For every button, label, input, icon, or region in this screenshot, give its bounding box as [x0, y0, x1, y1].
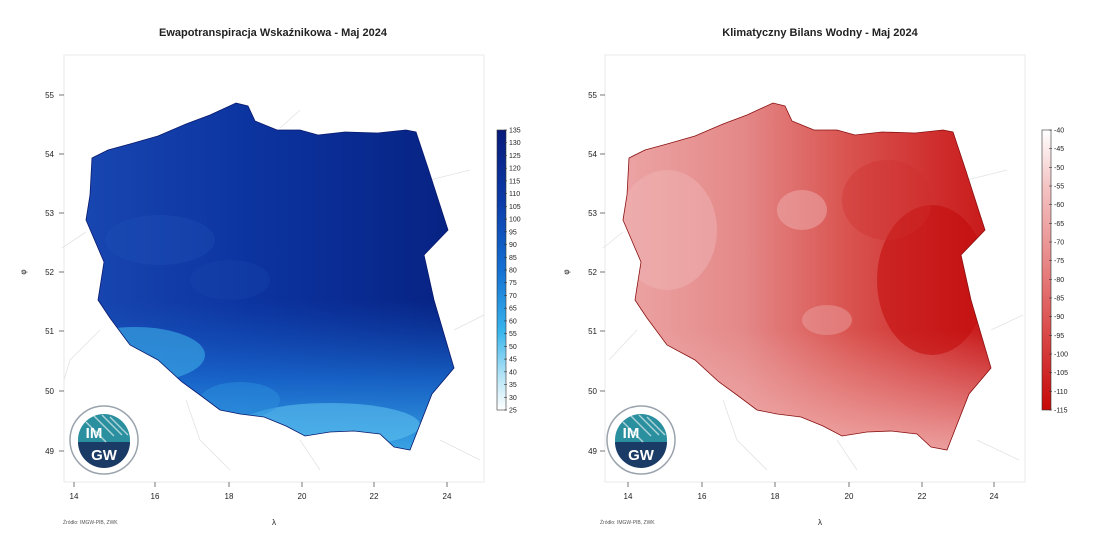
legend-label: 95 — [509, 229, 517, 236]
x-tick-label: 16 — [151, 492, 160, 501]
poland-border — [85, 102, 455, 451]
y-tick-label: 51 — [45, 327, 54, 336]
legend-label: 55 — [509, 331, 517, 338]
legend-label: -70 — [1054, 240, 1064, 247]
axis-ticks — [600, 94, 995, 487]
legend-label: 135 — [509, 128, 521, 135]
x-tick-label: 22 — [370, 492, 379, 501]
y-tick-label: 52 — [588, 268, 597, 277]
y-tick-label: 53 — [45, 209, 54, 218]
legend-label: -115 — [1054, 408, 1068, 415]
x-tick-label: 18 — [771, 492, 780, 501]
source-note: Źródło: IMGW-PIB, ZWK — [600, 520, 655, 526]
logo-text-top: IM — [86, 425, 103, 442]
legend-label: 25 — [509, 408, 517, 415]
water-balance-panel: Klimatyczny Bilans Wodny - Maj 2024 — [557, 0, 1114, 539]
legend-label: -45 — [1054, 146, 1064, 153]
legend-label: 80 — [509, 268, 517, 275]
y-tick-label: 50 — [45, 387, 54, 396]
legend-label: -75 — [1054, 258, 1064, 265]
legend-label: 40 — [509, 369, 517, 376]
x-tick-label: 20 — [845, 492, 854, 501]
logo-text-top: IM — [623, 425, 640, 442]
legend-label: -110 — [1054, 389, 1068, 396]
x-tick-label: 18 — [225, 492, 234, 501]
legend-label: 60 — [509, 318, 517, 325]
legend-label: -85 — [1054, 296, 1064, 303]
legend-label: -80 — [1054, 277, 1064, 284]
legend-label: 35 — [509, 382, 517, 389]
source-note: Źródło: IMGW-PIB, ZWK — [63, 520, 118, 526]
x-tick-label: 24 — [990, 492, 999, 501]
legend-label: 100 — [509, 217, 521, 224]
legend-label: -50 — [1054, 165, 1064, 172]
y-tick-label: 54 — [588, 150, 597, 159]
legend-label: 45 — [509, 357, 517, 364]
y-axis-label: φ — [562, 269, 571, 274]
y-tick-label: 54 — [45, 150, 54, 159]
map-title: Ewapotranspiracja Wskaźnikowa - Maj 2024 — [158, 27, 388, 39]
x-axis-label: λ — [818, 518, 822, 527]
legend-label: 120 — [509, 166, 521, 173]
legend-label: 90 — [509, 242, 517, 249]
legend-label: 130 — [509, 140, 521, 147]
x-tick-label: 24 — [443, 492, 452, 501]
y-tick-label: 55 — [588, 91, 597, 100]
evapotranspiration-map: 14 16 18 20 22 24 55 54 53 52 51 50 49 λ… — [19, 54, 521, 527]
x-axis-label: λ — [272, 518, 276, 527]
poland-water-balance-fill — [623, 103, 991, 450]
y-tick-label: 53 — [588, 209, 597, 218]
legend-label: -95 — [1054, 333, 1064, 340]
legend-label: -40 — [1054, 128, 1064, 135]
logo-text-bottom: GW — [628, 447, 655, 464]
legend-label: 115 — [509, 178, 520, 185]
y-axis-label: φ — [19, 269, 28, 274]
x-tick-label: 16 — [698, 492, 707, 501]
y-tick-label: 52 — [45, 268, 54, 277]
imgw-logo: IM GW — [69, 405, 139, 475]
plot-frame — [604, 54, 1026, 483]
x-tick-label: 14 — [70, 492, 79, 501]
x-tick-label: 20 — [298, 492, 307, 501]
legend-label: 50 — [509, 344, 517, 351]
legend-label: 65 — [509, 306, 517, 313]
y-tick-label: 49 — [588, 447, 597, 456]
water-balance-map: 14 16 18 20 22 24 55 54 53 52 51 50 49 λ… — [562, 54, 1068, 527]
map-title: Klimatyczny Bilans Wodny - Maj 2024 — [722, 27, 918, 39]
legend-label: 85 — [509, 255, 517, 262]
logo-text-bottom: GW — [91, 447, 118, 464]
y-tick-label: 49 — [45, 447, 54, 456]
poland-border — [622, 102, 992, 451]
legend-label: 30 — [509, 395, 517, 402]
legend-label: 125 — [509, 153, 521, 160]
evapotranspiration-panel: Ewapotranspiracja Wskaźnikowa - Maj 2024 — [0, 0, 557, 539]
y-tick-label: 50 — [588, 387, 597, 396]
legend-label: 70 — [509, 293, 517, 300]
x-tick-label: 22 — [918, 492, 927, 501]
legend-label: -55 — [1054, 184, 1064, 191]
legend-label: -60 — [1054, 202, 1064, 209]
legend-colorbar — [1041, 129, 1052, 411]
legend-label: -65 — [1054, 221, 1064, 228]
legend-label: 110 — [509, 191, 520, 198]
y-tick-label: 55 — [45, 91, 54, 100]
legend-label: -100 — [1054, 352, 1068, 359]
legend-label: -105 — [1054, 370, 1068, 377]
y-tick-label: 51 — [588, 327, 597, 336]
neighbour-borders — [602, 169, 1024, 471]
neighbour-borders — [61, 109, 485, 471]
legend-label: -90 — [1054, 314, 1064, 321]
legend-label: 105 — [509, 204, 521, 211]
x-tick-label: 14 — [624, 492, 633, 501]
axis-ticks — [59, 94, 448, 487]
plot-frame — [63, 54, 485, 483]
imgw-logo: IM GW — [606, 405, 676, 475]
legend-label: 75 — [509, 280, 517, 287]
